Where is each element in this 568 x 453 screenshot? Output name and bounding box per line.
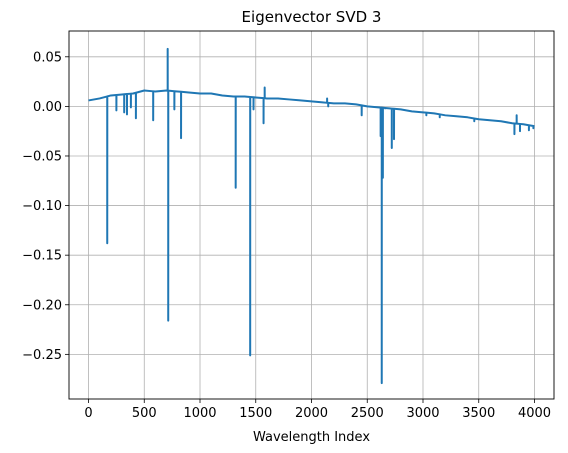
y-axis: 0.05 0.00 −0.05 −0.10 −0.15 −0.20 −0.25 bbox=[22, 50, 69, 363]
x-tick-label: 500 bbox=[132, 406, 157, 421]
y-tick-label: −0.20 bbox=[22, 298, 62, 313]
x-tick-label: 3500 bbox=[462, 406, 495, 421]
y-tick-label: −0.10 bbox=[22, 199, 62, 214]
y-tick-label: −0.25 bbox=[22, 348, 62, 363]
x-tick-label: 0 bbox=[84, 406, 92, 421]
y-tick-label: −0.05 bbox=[22, 149, 62, 164]
x-tick-label: 1000 bbox=[183, 406, 216, 421]
eigenvector-series-line bbox=[88, 47, 535, 385]
y-tick-label: −0.15 bbox=[22, 249, 62, 264]
x-tick-label: 2000 bbox=[295, 406, 328, 421]
y-tick-label: 0.00 bbox=[33, 100, 62, 115]
x-tick-label: 3000 bbox=[406, 406, 439, 421]
x-tick-label: 2500 bbox=[351, 406, 384, 421]
y-tick-label: 0.05 bbox=[33, 50, 62, 65]
x-axis-label: Wavelength Index bbox=[253, 430, 370, 445]
grid bbox=[69, 31, 554, 399]
series-line-group bbox=[88, 47, 535, 385]
x-tick-label: 1500 bbox=[239, 406, 272, 421]
chart-title: Eigenvector SVD 3 bbox=[242, 8, 382, 26]
x-tick-label: 4000 bbox=[518, 406, 551, 421]
x-axis: 0 500 1000 1500 2000 2500 3000 3500 4000 bbox=[84, 399, 551, 421]
